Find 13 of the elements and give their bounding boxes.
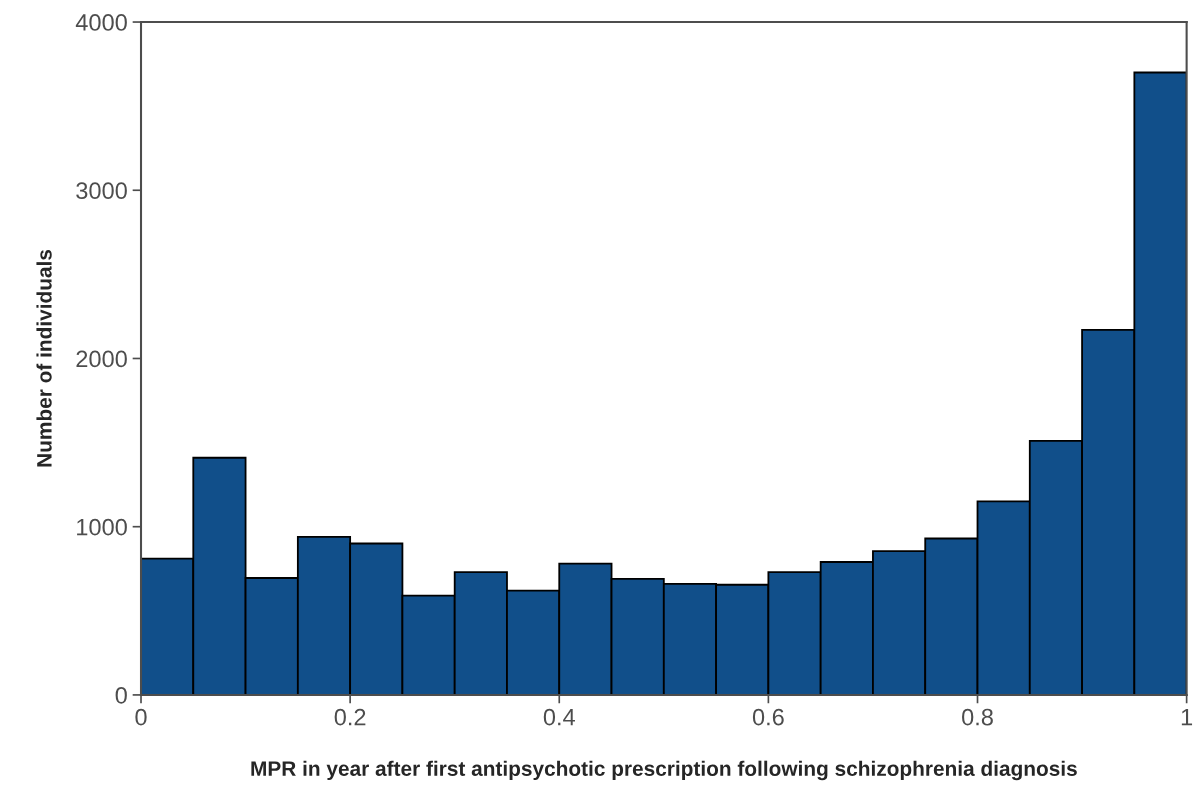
x-tick-label: 0.6 [752, 708, 784, 726]
x-tick-label: 0.4 [543, 708, 575, 726]
x-tick-label: 0.8 [962, 708, 993, 726]
x-axis-title: MPR in year after first antipsychotic prescription following schizophrenia diagnosis [251, 760, 1077, 781]
y-tick-label: 4000 [75, 14, 127, 31]
y-tick-label: 3000 [76, 182, 127, 200]
x-tick-label: 0.2 [334, 708, 366, 726]
x-tick-label: 1 [1181, 708, 1193, 726]
y-tick-label: 1000 [77, 518, 127, 536]
x-tick-label: 0 [135, 708, 147, 726]
y-tick-label: 2000 [76, 350, 127, 368]
y-axis-title: Number of individuals [36, 249, 52, 467]
y-tick-label: 0 [115, 686, 127, 704]
